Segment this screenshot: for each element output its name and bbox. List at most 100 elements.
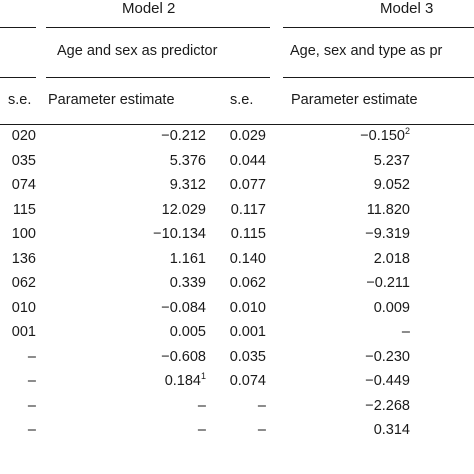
se-left-cell: 115 [13,198,36,222]
param-m3-cell: −2.268 [365,394,410,418]
se-left-cell-value: 074 [11,177,36,193]
param-m2-cell-value: 12.029 [161,201,206,218]
param-m3-cell: −0.211 [366,271,410,295]
se-left-cell: 035 [12,149,36,173]
param-m3-cell: −0.1502 [360,124,410,148]
param-m3-cell: −0.449 [365,369,410,393]
se-left-cell-value: 020 [11,128,36,144]
param-m3-cell: 11.820 [367,198,410,222]
subtitle-rule-m2 [46,77,270,78]
param-m3-cell-value: 5.237 [373,152,410,169]
param-m2-cell-value: 0.339 [169,275,206,291]
se-left-cell: – [28,394,36,418]
param-m3-cell: 0.009 [374,296,410,320]
param-m2-cell-value: – [197,422,206,438]
se-m2-cell: 0.001 [230,320,266,344]
se-m2-cell: 0.044 [230,149,266,173]
param-m3-cell-value: 9.052 [373,177,410,193]
param-m2-cell: 0.339 [170,271,206,295]
param-m3-cell-value: −0.211 [366,275,410,291]
param-m2-cell: 12.029 [162,198,206,222]
se-m2-cell-value: 0.035 [229,348,266,365]
param-m2-cell: −0.212 [161,124,206,148]
param-m3-cell-value: 11.820 [366,201,410,218]
se-m2-cell-value: 0.044 [229,152,266,169]
param-m3-cell: 5.237 [374,149,410,173]
se-left-cell: 010 [12,296,36,320]
param-m2-cell: 5.376 [170,149,206,173]
param-m3-cell-value: −0.449 [365,373,410,389]
se-m2-cell-value: – [257,397,266,414]
se-left-cell: 001 [12,320,36,344]
param-m3-cell-value: −9.319 [365,226,410,242]
param-m2-cell-value: 1.161 [169,250,206,267]
se-m2-cell-value: 0.074 [229,373,266,389]
param-m2-cell-value: – [197,397,206,414]
se-m2-cell: 0.029 [230,124,266,148]
col-se-m2: s.e. [230,92,254,108]
se-left-cell: 100 [12,222,36,246]
se-left-cell: 062 [12,271,36,295]
se-m2-cell-value: 0.029 [229,128,266,144]
param-m2-cell-value: 0.184 [164,373,201,389]
se-m2-cell: – [258,394,266,418]
param-m2-cell: 0.005 [170,320,206,344]
param-m3-cell-value: −0.150 [360,128,405,144]
se-m2-cell-value: 0.077 [229,177,266,193]
param-m3-cell: – [402,320,410,344]
param-m2-cell: −0.084 [161,296,206,320]
se-m2-cell: 0.062 [230,271,266,295]
se-left-cell: – [28,345,36,369]
se-left-cell-value: 010 [11,299,36,316]
se-m2-cell-value: – [257,422,266,438]
param-m2-cell: 9.312 [170,173,206,197]
se-m2-cell: 0.140 [230,247,266,271]
se-m2-cell: 0.117 [231,198,266,222]
param-m3-cell-value: −0.230 [365,348,410,365]
subtitle-rule-left [0,77,36,78]
subtitle-rule-m3 [283,77,474,78]
param-m3-cell: 0.314 [374,418,410,442]
param-m3-cell: 2.018 [374,247,410,271]
param-m2-cell: 1.161 [170,247,206,271]
param-m2-cell: −0.608 [161,345,206,369]
param-m2-cell-value: −0.608 [161,348,206,365]
se-m2-cell-value: 0.062 [229,275,266,291]
se-left-cell-value: – [27,348,36,365]
se-m2-cell-value: 0.010 [229,299,266,316]
param-m2-cell: 0.1841 [165,369,206,393]
param-m3-cell: −0.230 [365,345,410,369]
param-m3-cell-value: −2.268 [365,397,410,414]
col-param-m2: Parameter estimate [48,92,175,108]
model3-subtitle: Age, sex and type as pr [290,43,443,59]
param-m3-cell: −9.319 [365,222,410,246]
se-m2-cell-value: 0.001 [229,324,266,340]
param-m3-cell-value: 0.314 [373,422,410,438]
se-left-cell: – [28,418,36,442]
se-left-cell: – [28,369,36,393]
se-left-cell-value: 035 [11,152,36,169]
se-left-cell: 136 [12,247,36,271]
param-m2-cell: – [198,418,206,442]
header-rule [0,124,474,125]
model2-title: Model 2 [122,0,176,17]
model2-rule [46,27,270,28]
param-m2-cell-value: −0.212 [161,128,206,144]
param-m3-cell: 9.052 [374,173,410,197]
footnote-marker: 2 [404,126,410,136]
col-param-m3: Parameter estimate [291,92,418,108]
param-m2-cell-value: 9.312 [169,177,206,193]
se-left-cell: 020 [12,124,36,148]
se-m2-cell: – [258,418,266,442]
se-left-cell-value: 100 [11,226,36,242]
param-m2-cell: −10.134 [153,222,206,246]
col-se-left: s.e. [8,92,32,108]
param-m2-cell-value: 0.005 [169,324,206,340]
se-m2-cell: 0.077 [230,173,266,197]
model2-subtitle: Age and sex as predictor [57,43,218,59]
se-m2-cell: 0.035 [230,345,266,369]
se-left-cell-value: 136 [11,250,36,267]
se-m2-cell-value: 0.115 [230,226,266,242]
param-m2-cell-value: −10.134 [153,226,206,242]
param-m2-cell: – [198,394,206,418]
